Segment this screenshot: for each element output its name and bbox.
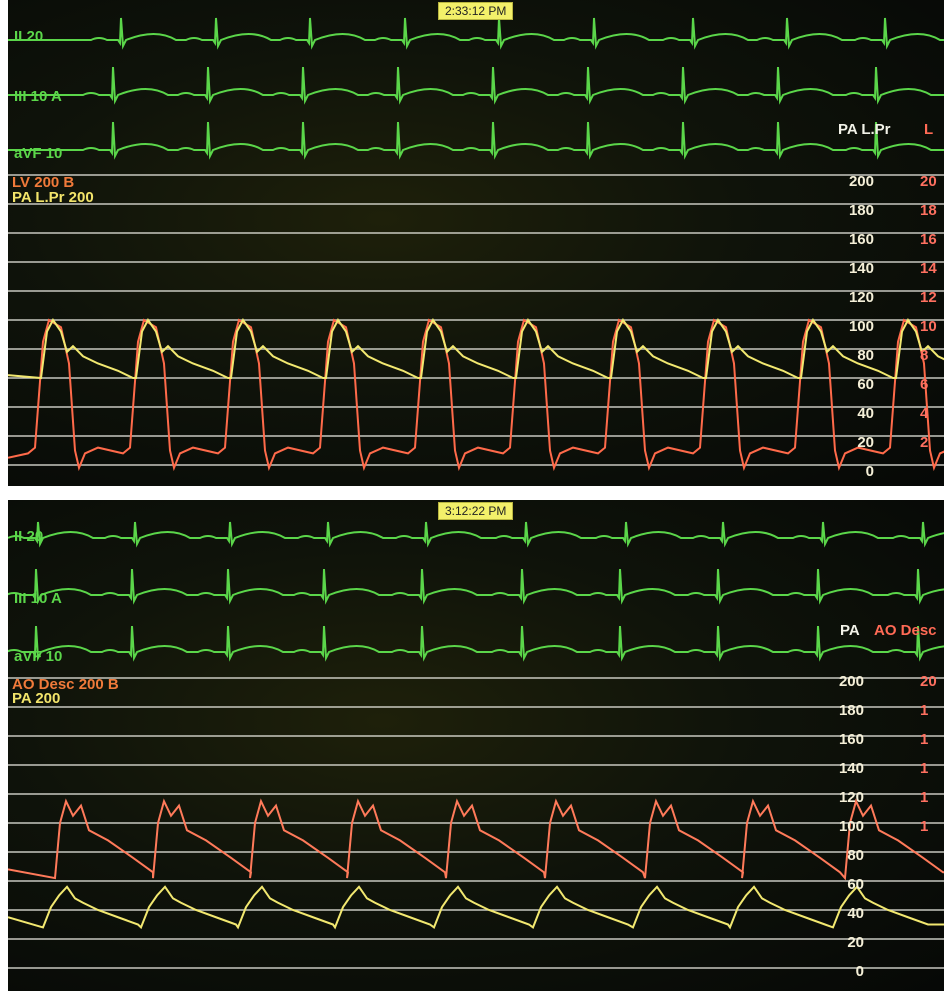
scale-tick-label: 40 [857, 405, 874, 422]
pressure-channel-label-pa: PA 200 [12, 690, 61, 707]
scale-header-second: L [924, 121, 934, 138]
scale-tick-label-secondary: 14 [920, 260, 937, 277]
waveform-area-top [8, 17, 944, 472]
pressure-channel-label-lv: LV 200 B [12, 174, 75, 191]
monitor-panel-top: 2:33:12 PM II 20 III 10 A aVF 10 LV 200 … [8, 0, 944, 486]
scale-tick-label: 20 [857, 434, 874, 451]
scale-header-ao: AO Desc [874, 622, 937, 639]
scale-tick-label: 160 [848, 231, 874, 248]
waveform-area-bottom [8, 521, 944, 969]
scale-tick-label-secondary: 20 [920, 673, 937, 690]
pa-pressure-trace [8, 885, 944, 930]
scale-tick-label: 200 [848, 173, 874, 190]
lv-pressure-trace [8, 318, 944, 472]
scale-tick-label-secondary: 10 [920, 318, 937, 335]
scale-tick-label-secondary: 1 [920, 760, 929, 777]
pressure-channel-label-pa: PA L.Pr 200 [12, 189, 94, 206]
scale-tick-label-secondary: 1 [920, 731, 929, 748]
scale-tick-label: 120 [838, 789, 864, 806]
scale-tick-label: 140 [848, 260, 874, 277]
scale-tick-label: 100 [848, 318, 874, 335]
monitor-panel-bottom: 3:12:22 PM II 20 III 10 A aVF 10 AO Desc… [8, 500, 944, 991]
scale-tick-label: 200 [838, 673, 864, 690]
scale-tick-label: 180 [838, 702, 864, 719]
ecg-lead-label: III 10 A [14, 88, 62, 105]
scale-tick-label-secondary: 18 [920, 202, 937, 219]
ecg-trace [8, 568, 944, 605]
scale-tick-label: 40 [847, 905, 864, 922]
scale-tick-label: 80 [847, 847, 864, 864]
scale-tick-label-secondary: 1 [920, 702, 929, 719]
ecg-lead-label: aVF 10 [14, 648, 63, 665]
ecg-trace [8, 121, 944, 160]
timestamp: 2:33:12 PM [438, 2, 514, 20]
pressure-channel-label-ao: AO Desc 200 B [12, 676, 119, 693]
scale-tick-label-secondary: 20 [920, 173, 937, 190]
scale-tick-label: 0 [865, 463, 874, 480]
scale-tick-label: 100 [838, 818, 864, 835]
scale-tick-label-secondary: 4 [920, 405, 929, 422]
scale-tick-label: 120 [848, 289, 874, 306]
scale-header-pa: PA L.Pr [838, 121, 891, 138]
scale-header-pa: PA [840, 622, 860, 639]
scale-tick-label-secondary: 1 [920, 789, 929, 806]
scale-tick-label-secondary: 1 [920, 818, 929, 835]
ecg-trace [8, 521, 944, 548]
ecg-lead-label: II 20 [14, 528, 44, 545]
scale-tick-label: 80 [857, 347, 874, 364]
scale-tick-label: 140 [838, 760, 864, 777]
ecg-lead-label: aVF 10 [14, 145, 63, 162]
timestamp: 3:12:22 PM [438, 502, 514, 520]
scale-tick-label: 20 [847, 934, 864, 951]
scale-tick-label: 160 [838, 731, 864, 748]
scale-tick-label: 60 [857, 376, 874, 393]
scale-tick-label-secondary: 8 [920, 347, 929, 364]
ecg-lead-label: III 10 A [14, 590, 62, 607]
pa-pressure-trace [8, 318, 944, 380]
scale-tick-label-secondary: 16 [920, 231, 937, 248]
ecg-lead-label: II 20 [14, 28, 44, 45]
scale-tick-label-secondary: 2 [920, 434, 929, 451]
scale-tick-label: 180 [848, 202, 874, 219]
ao-pressure-trace [8, 798, 944, 881]
ecg-trace [8, 625, 944, 662]
ecg-trace [8, 17, 944, 50]
scale-tick-label: 0 [855, 963, 864, 980]
ecg-trace [8, 66, 944, 105]
scale-tick-label-secondary: 12 [920, 289, 937, 306]
scale-tick-label: 60 [847, 876, 864, 893]
scale-tick-label-secondary: 6 [920, 376, 929, 393]
